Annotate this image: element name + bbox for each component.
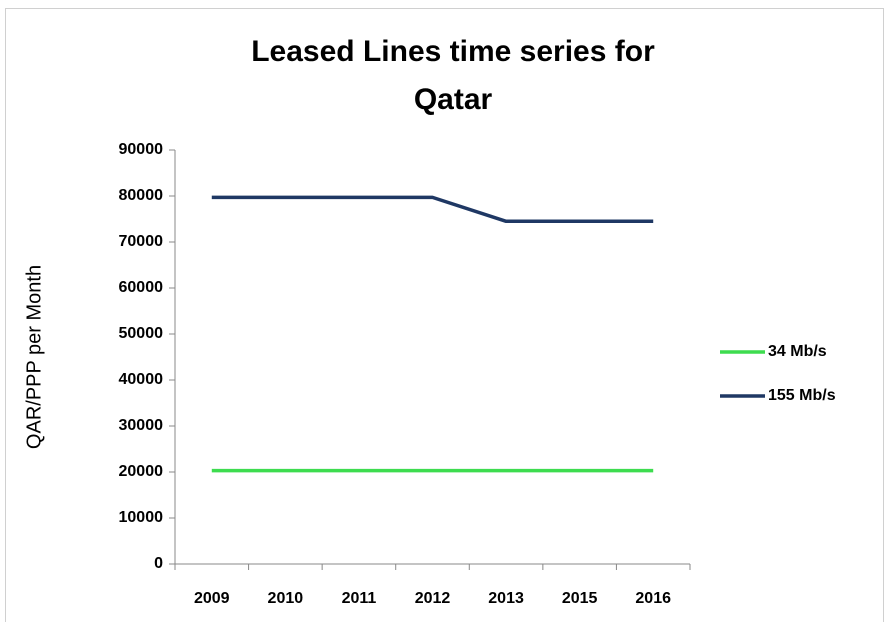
legend-label: 34 Mb/s — [768, 343, 827, 360]
y-tick-label: 20000 — [119, 463, 164, 480]
y-tick-label: 90000 — [119, 141, 164, 158]
x-tick-label: 2011 — [342, 590, 377, 607]
legend-label: 155 Mb/s — [768, 387, 836, 404]
x-tick-label: 2016 — [635, 590, 671, 607]
y-tick-label: 0 — [154, 555, 163, 572]
y-tick-label: 10000 — [119, 509, 164, 526]
x-tick-label: 2013 — [488, 590, 524, 607]
y-tick-label: 30000 — [119, 417, 164, 434]
x-tick-label: 2012 — [415, 590, 451, 607]
x-tick-label: 2010 — [268, 590, 304, 607]
y-tick-label: 40000 — [119, 371, 164, 388]
series-line — [211, 195, 654, 224]
y-tick-label: 70000 — [119, 233, 164, 250]
x-tick-label: 2009 — [194, 590, 230, 607]
y-tick-label: 80000 — [119, 187, 164, 204]
x-tick-label: 2015 — [562, 590, 598, 607]
chart-title: Leased Lines time series for Qatar — [251, 35, 655, 116]
y-tick-label: 50000 — [119, 325, 164, 342]
y-tick-label: 60000 — [119, 279, 164, 296]
y-axis-label: QAR/PPP per Month — [23, 265, 45, 449]
chart-frame — [5, 8, 884, 622]
